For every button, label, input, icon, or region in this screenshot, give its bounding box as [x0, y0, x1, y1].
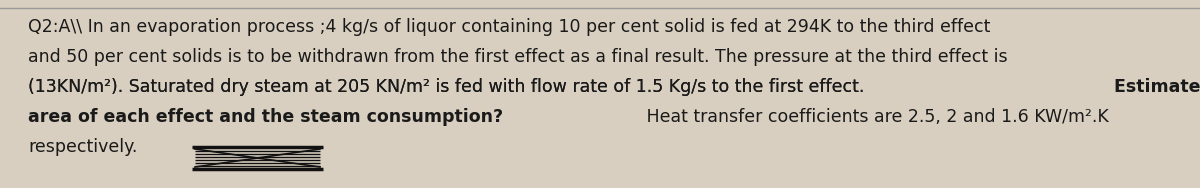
Text: (13KN/m²). Saturated dry steam at 205 KN/m² is fed with flow rate of 1.5 Kg/s to: (13KN/m²). Saturated dry steam at 205 KN… [28, 78, 870, 96]
Text: Q2:A\\ In an evaporation process ;4 kg/s of liquor containing 10 per cent solid : Q2:A\\ In an evaporation process ;4 kg/s… [28, 18, 990, 36]
Text: and 50 per cent solids is to be withdrawn from the first effect as a final resul: and 50 per cent solids is to be withdraw… [28, 48, 1008, 66]
Text: (13KN/m²). Saturated dry steam at 205 KN/m² is fed with flow rate of 1.5 Kg/s to: (13KN/m²). Saturated dry steam at 205 KN… [28, 78, 870, 96]
Text: Estimate the: Estimate the [1115, 78, 1200, 96]
Text: Heat transfer coefficients are 2.5, 2 and 1.6 KW/m².K: Heat transfer coefficients are 2.5, 2 an… [641, 108, 1109, 126]
Text: respectively.: respectively. [28, 138, 137, 156]
Text: area of each effect and the steam consumption?: area of each effect and the steam consum… [28, 108, 503, 126]
